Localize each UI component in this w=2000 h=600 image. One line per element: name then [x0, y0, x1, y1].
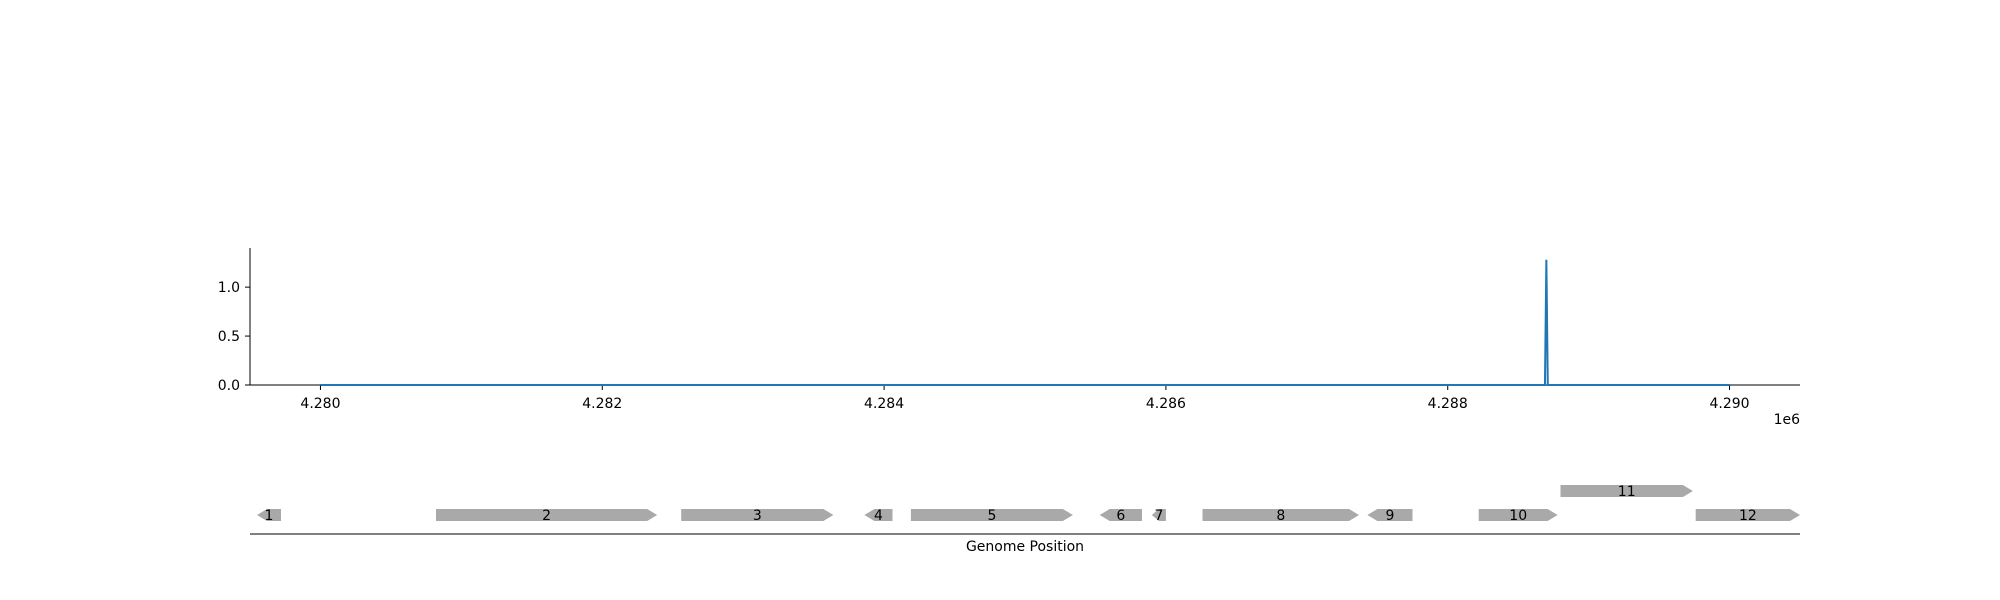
y-tick-label: 0.0 [218, 378, 240, 394]
x-tick-label: 4.284 [864, 396, 904, 412]
gene-arrow [910, 509, 1073, 521]
gene-label: 11 [1618, 484, 1636, 500]
coverage-line [320, 259, 1730, 386]
gene-label: 7 [1154, 508, 1163, 524]
gene-arrow [1099, 509, 1142, 521]
x-offset-label: 1e6 [1774, 412, 1801, 428]
gene-label: 4 [874, 508, 883, 524]
gene-arrow [1695, 509, 1800, 521]
gene-arrow [864, 509, 893, 521]
gene-label: 1 [265, 508, 274, 524]
y-tick-label: 1.0 [218, 280, 240, 296]
y-tick-label: 0.5 [218, 329, 240, 345]
gene-label: 10 [1509, 508, 1527, 524]
gene-label: 9 [1386, 508, 1395, 524]
gene-arrow [257, 509, 281, 521]
gene-label: 12 [1739, 508, 1757, 524]
x-tick-label: 4.286 [1146, 396, 1186, 412]
x-tick-label: 4.280 [300, 396, 340, 412]
genome-position-label: Genome Position [966, 539, 1084, 555]
x-tick-label: 4.288 [1428, 396, 1468, 412]
gene-label: 6 [1116, 508, 1125, 524]
coverage-plot: 0.0 0.5 1.0 4.280 4.282 4.284 4.286 4.288 4.290 [218, 248, 1800, 412]
gene-arrow [681, 509, 834, 521]
gene-arrow [1478, 509, 1558, 521]
x-tick-label: 4.290 [1709, 396, 1749, 412]
gene-arrow [1151, 509, 1166, 521]
x-tick-label: 4.282 [582, 396, 622, 412]
gene-label: 8 [1276, 508, 1285, 524]
gene-arrow [1367, 509, 1413, 521]
gene-label: 3 [753, 508, 762, 524]
gene-label: 2 [542, 508, 551, 524]
gene-arrow [1560, 485, 1693, 497]
gene-label: 5 [987, 508, 996, 524]
gene-arrow [436, 509, 658, 521]
gene-arrow [1202, 509, 1359, 521]
